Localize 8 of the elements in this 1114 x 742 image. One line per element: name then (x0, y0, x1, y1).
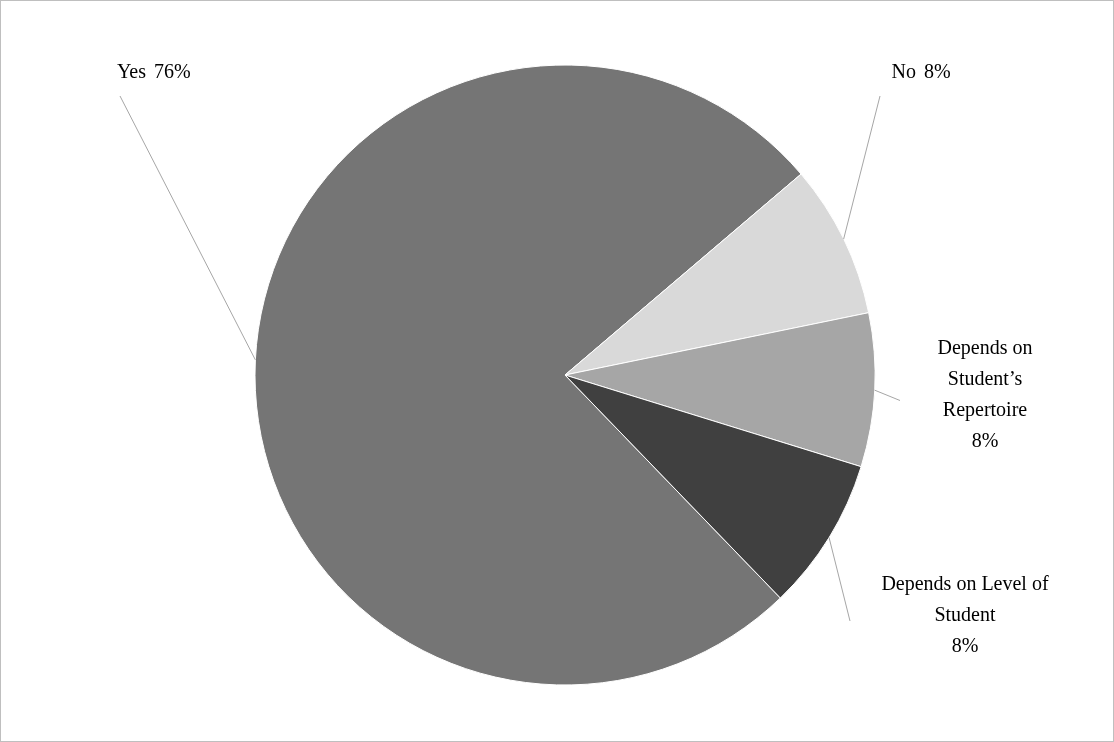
data-label: 8% (951, 634, 979, 656)
data-label: 76% (154, 60, 191, 82)
data-label: 8% (971, 429, 999, 451)
data-label: 8% (924, 60, 951, 82)
slice-label: Depends on Student’s Repertoire (937, 336, 1033, 421)
slice-label: No (891, 60, 916, 82)
slice-label: Depends on Level of Student (881, 572, 1049, 625)
slice-label: Yes (116, 60, 147, 82)
